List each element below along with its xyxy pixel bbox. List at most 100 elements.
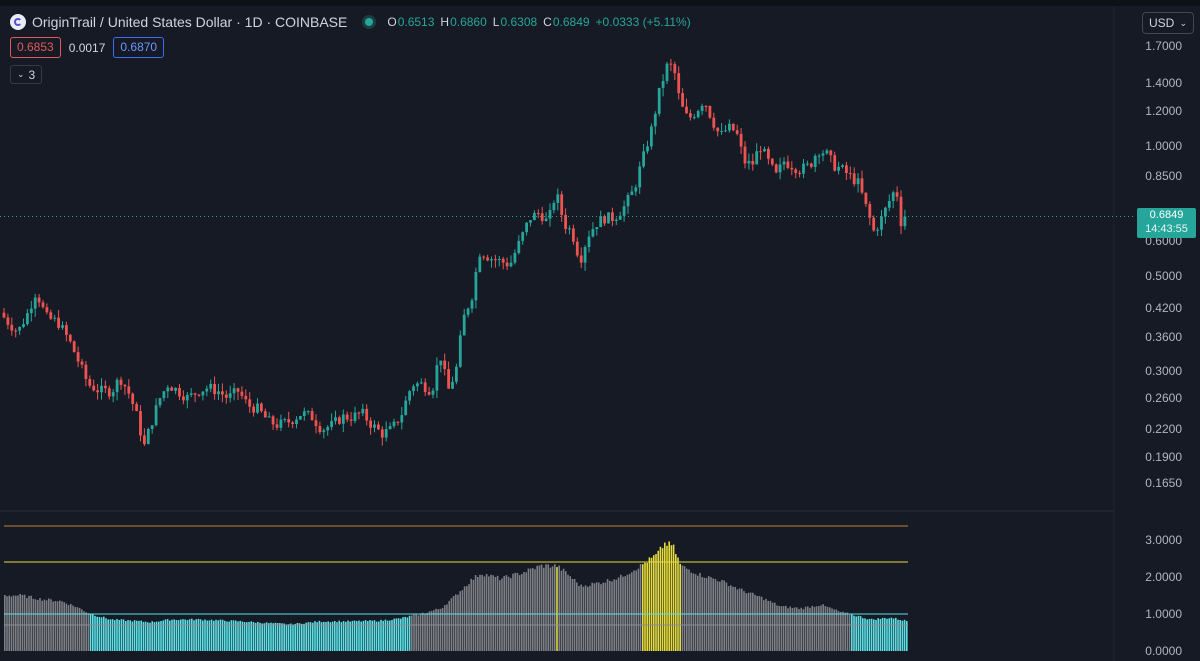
indicator-bar [510, 578, 512, 651]
candle-body [708, 105, 712, 118]
indicator-bar [318, 620, 321, 651]
candle-body [696, 110, 700, 118]
indicator-bar [547, 564, 549, 651]
candle-body [657, 87, 661, 114]
candle-body [774, 164, 778, 173]
indicator-bar [767, 600, 769, 651]
indicator-bar [525, 572, 527, 651]
indicator-bar [578, 585, 580, 651]
indicator-bar [818, 606, 820, 651]
indicator-bar [274, 622, 277, 651]
indicator-bar [620, 574, 622, 651]
trade-panel: 0.6853 0.0017 0.6870 [10, 37, 165, 58]
candle-body [427, 392, 431, 395]
candle-body [143, 435, 146, 445]
indicator-bar [411, 615, 413, 651]
candle-body [790, 167, 794, 170]
indicator-bar [78, 607, 81, 651]
last-price-label: 0.6849 14:43:55 [1137, 207, 1196, 238]
price-axis-tick-label: 0.1900 [1145, 449, 1182, 464]
indicator-bar [681, 565, 684, 651]
candle-body [302, 411, 306, 417]
indicator-bar [459, 591, 461, 651]
indicator-bar [208, 620, 211, 651]
indicator-bar [166, 619, 169, 651]
candle-body [334, 417, 337, 422]
candle-body [104, 385, 107, 389]
candle-body [458, 335, 462, 367]
candle-body [603, 216, 606, 224]
candle-body [704, 105, 708, 107]
indicator-bar [406, 617, 409, 651]
market-status-icon[interactable] [365, 18, 374, 26]
indicator-bar [378, 621, 380, 651]
candle-body [388, 426, 392, 430]
indicator-bar [463, 586, 466, 651]
ohlc-high: H0.6860 [440, 15, 487, 29]
indicator-bar [811, 605, 813, 651]
buy-price-button[interactable]: 0.6870 [113, 37, 165, 58]
indicator-bar [884, 618, 886, 651]
indicator-bar [732, 586, 734, 651]
indicator-bar [639, 564, 642, 651]
candle-body [271, 416, 275, 425]
candle-body [751, 160, 755, 165]
indicator-bar [109, 619, 112, 651]
indicator-bar [699, 572, 701, 651]
candle-body [712, 117, 716, 128]
indicator-bar [646, 562, 648, 651]
indicator-bar [492, 575, 494, 651]
indicator-bar [169, 620, 171, 651]
candle-body [291, 422, 294, 425]
indicator-bar [556, 567, 558, 651]
indicator-bar [61, 601, 63, 651]
candle-body [111, 392, 115, 397]
candle-body [260, 403, 263, 412]
indicator-bar [144, 621, 147, 651]
indicator-bar [826, 606, 829, 651]
indicator-bar [613, 579, 615, 651]
indicator-bar [633, 570, 635, 651]
indicator-bar [276, 623, 279, 651]
indicator-bar [435, 608, 437, 651]
candle-body [505, 262, 509, 267]
candle-body [96, 390, 99, 393]
indicator-bar [892, 618, 895, 651]
indicator-bar [756, 595, 758, 651]
indicator-bar [210, 619, 213, 651]
indicator-bar [92, 614, 94, 651]
currency-select[interactable]: USD ⌄ [1142, 12, 1194, 34]
indicator-bar [804, 606, 807, 651]
candle-body [423, 382, 427, 393]
indicator-bar [268, 623, 270, 651]
indicator-bar [54, 601, 57, 651]
candle-body [26, 313, 29, 325]
indicator-bar [842, 611, 844, 651]
candle-body [739, 133, 743, 147]
indicator-bar [875, 619, 877, 651]
candle-body [525, 222, 528, 233]
indicators-toggle-button[interactable]: ⌄ 3 [10, 65, 43, 84]
candle-body [221, 391, 224, 395]
symbol-title[interactable]: OriginTrail / United States Dollar · 1D … [32, 14, 348, 30]
indicator-bar [864, 618, 866, 651]
indicator-bar [741, 588, 743, 651]
candle-body [802, 163, 805, 174]
indicator-bar [331, 621, 334, 651]
indicator-bar [127, 620, 129, 651]
candle-body [587, 236, 591, 248]
candle-body [135, 403, 138, 412]
indicator-bar [360, 621, 362, 651]
candle-body [306, 411, 310, 413]
indicator-bar [129, 620, 131, 651]
indicator-bar [505, 575, 508, 651]
sell-price-button[interactable]: 0.6853 [10, 37, 61, 58]
indicator-bar [800, 607, 802, 651]
indicator-bar [886, 618, 888, 651]
candle-body [45, 307, 49, 313]
candle-body [513, 252, 517, 263]
indicator-bar [254, 622, 257, 651]
candle-body [275, 424, 279, 428]
indicator-bar [100, 617, 103, 651]
